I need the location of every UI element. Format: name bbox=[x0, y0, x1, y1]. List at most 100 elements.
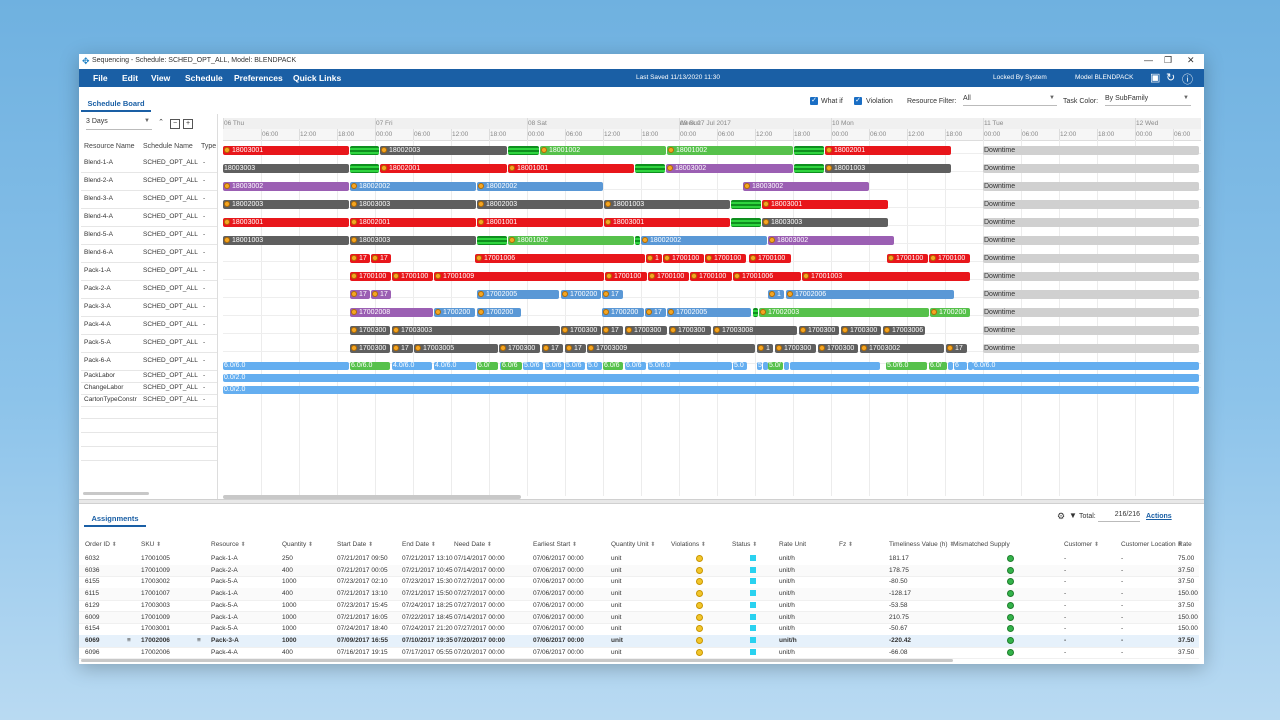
save-icon[interactable]: ▣ bbox=[1150, 72, 1161, 84]
task-bar[interactable]: 18003002 bbox=[666, 164, 793, 173]
task-bar[interactable]: 17003006 bbox=[883, 326, 925, 335]
task-bar[interactable]: 6.0/6.0 bbox=[223, 362, 349, 370]
column-header[interactable]: Status ⬍ bbox=[732, 541, 758, 548]
resource-row[interactable]: Blend-5-A SCHED_OPT_ALL - bbox=[81, 226, 217, 245]
task-bar[interactable]: 18003001 bbox=[223, 218, 349, 227]
sort-icon[interactable]: ⬍ bbox=[156, 542, 162, 548]
downtime-bar[interactable]: Downtime bbox=[983, 254, 1199, 263]
task-bar[interactable]: 1700100 bbox=[887, 254, 928, 263]
task-bar[interactable]: 18002002 bbox=[641, 236, 767, 245]
task-bar[interactable]: 18002003 bbox=[477, 200, 603, 209]
task-bar[interactable]: 5.0 bbox=[733, 362, 747, 370]
table-row[interactable]: 6096 17002006 Pack-4-A 400 07/16/2017 19:15 0… bbox=[79, 647, 1199, 660]
task-bar[interactable]: 18003001 bbox=[604, 218, 730, 227]
downtime-bar[interactable]: Downtime bbox=[983, 308, 1199, 317]
refresh-icon[interactable]: ↻ bbox=[1166, 72, 1176, 84]
task-bar[interactable]: 17003005 bbox=[414, 344, 498, 353]
task-bar[interactable]: 1700200 bbox=[930, 308, 970, 317]
task-bar[interactable]: 18002001 bbox=[350, 218, 476, 227]
resource-row[interactable]: Pack-6-A SCHED_OPT_ALL - bbox=[81, 352, 217, 371]
task-bar[interactable]: 17002008 bbox=[350, 308, 433, 317]
sort-icon[interactable]: ⬍ bbox=[650, 542, 656, 548]
table-row[interactable]: 6069 17002006 Pack-3-A 1000 07/09/2017 16:55… bbox=[79, 634, 1199, 648]
task-bar[interactable]: 1700200 bbox=[434, 308, 475, 317]
resource-row[interactable]: ChangeLabor SCHED_OPT_ALL - bbox=[81, 382, 217, 395]
task-bar[interactable]: 18003002 bbox=[223, 182, 349, 191]
task-bar[interactable]: 18001002 bbox=[540, 146, 666, 155]
task-bar[interactable]: 17 bbox=[542, 344, 563, 353]
close-button[interactable]: ✕ bbox=[1187, 55, 1195, 65]
column-header[interactable]: Rate bbox=[1178, 541, 1192, 548]
task-bar[interactable]: 1700100 bbox=[929, 254, 970, 263]
collapse-icon[interactable]: − bbox=[170, 119, 180, 129]
task-bar[interactable]: 5.0/6.0 bbox=[648, 362, 732, 370]
task-bar[interactable]: 5 bbox=[757, 362, 762, 370]
task-bar[interactable]: 1700300 bbox=[561, 326, 601, 335]
menu-edit[interactable]: Edit bbox=[122, 73, 139, 83]
help-icon[interactable]: ⓘ bbox=[1182, 74, 1193, 86]
task-bar[interactable]: 18002003 bbox=[380, 146, 507, 155]
task-bar[interactable]: 1700100 bbox=[663, 254, 704, 263]
header-schedule-name[interactable]: Schedule Name bbox=[143, 143, 193, 150]
task-bar[interactable]: 18003003 bbox=[350, 236, 476, 245]
table-row[interactable]: 6036 17001009 Pack-2-A 400 07/21/2017 00:05 0… bbox=[79, 564, 1199, 578]
column-header[interactable]: Timeliness Value (h) ⬍ bbox=[889, 541, 955, 548]
task-bar[interactable]: 17 bbox=[371, 290, 391, 299]
downtime-bar[interactable]: Downtime bbox=[983, 146, 1199, 155]
column-header[interactable]: Start Date ⬍ bbox=[337, 541, 374, 548]
task-bar[interactable]: 5.0/6 bbox=[565, 362, 585, 370]
task-bar[interactable]: 5.0/6 bbox=[523, 362, 543, 370]
menu-quick-links[interactable]: Quick Links bbox=[293, 73, 342, 83]
task-bar[interactable]: 1700100 bbox=[705, 254, 746, 263]
resource-row[interactable]: Blend-6-A SCHED_OPT_ALL - bbox=[81, 244, 217, 263]
task-bar[interactable]: 18001003 bbox=[604, 200, 730, 209]
task-bar[interactable]: 0.0/2.0 bbox=[223, 386, 1199, 394]
column-header[interactable]: Need Date ⬍ bbox=[454, 541, 492, 548]
task-bar[interactable]: 1700100 bbox=[690, 272, 732, 281]
setup-bar[interactable] bbox=[794, 146, 824, 155]
sort-icon[interactable]: ⬍ bbox=[240, 542, 246, 548]
task-bar[interactable]: 5.0 bbox=[587, 362, 602, 370]
task-bar[interactable]: 17003003 bbox=[392, 326, 560, 335]
collapse-all-icon[interactable]: ⌃ bbox=[158, 119, 164, 126]
setup-bar[interactable] bbox=[350, 146, 379, 155]
task-bar[interactable]: 18002002 bbox=[477, 182, 603, 191]
task-bar[interactable]: 18002002 bbox=[350, 182, 476, 191]
task-bar[interactable]: 17003002 bbox=[860, 344, 944, 353]
task-bar[interactable]: 17 bbox=[350, 254, 370, 263]
sort-icon[interactable]: ⬍ bbox=[1177, 542, 1183, 548]
sort-icon[interactable]: ⬍ bbox=[430, 542, 436, 548]
task-bar[interactable]: 18003001 bbox=[762, 200, 888, 209]
task-bar[interactable]: 1700300 bbox=[350, 326, 390, 335]
task-bar[interactable]: 1700300 bbox=[841, 326, 881, 335]
column-header[interactable]: Quantity Unit ⬍ bbox=[611, 541, 656, 548]
task-bar[interactable]: 18003002 bbox=[743, 182, 869, 191]
resource-filter-dropdown[interactable]: All ▼ bbox=[963, 95, 1057, 106]
gantt-scrollbar[interactable] bbox=[223, 495, 521, 499]
resource-row[interactable]: Blend-3-A SCHED_OPT_ALL - bbox=[81, 190, 217, 209]
menu-file[interactable]: File bbox=[93, 73, 108, 83]
task-bar[interactable] bbox=[948, 362, 953, 370]
menu-view[interactable]: View bbox=[151, 73, 171, 83]
range-select[interactable]: 3 Days ▼ bbox=[86, 118, 152, 130]
setup-bar[interactable] bbox=[731, 200, 761, 209]
task-bar[interactable]: 17002003 bbox=[759, 308, 929, 317]
task-bar[interactable]: 6.0/6 bbox=[603, 362, 623, 370]
column-header[interactable]: Resource ⬍ bbox=[211, 541, 246, 548]
task-bar[interactable]: 17001003 bbox=[802, 272, 970, 281]
row-handle-icon[interactable]: ≡ bbox=[127, 636, 131, 644]
downtime-bar[interactable]: Downtime bbox=[983, 182, 1199, 191]
setup-bar[interactable] bbox=[350, 164, 379, 173]
task-bar[interactable]: 17001006 bbox=[475, 254, 645, 263]
resource-row[interactable]: Blend-2-A SCHED_OPT_ALL - bbox=[81, 172, 217, 191]
task-bar[interactable]: 17003008 bbox=[713, 326, 797, 335]
downtime-bar[interactable]: Downtime bbox=[983, 344, 1199, 353]
task-bar[interactable]: 6.0/6.0 bbox=[973, 362, 1199, 370]
menu-preferences[interactable]: Preferences bbox=[234, 73, 283, 83]
left-scrollbar[interactable] bbox=[83, 492, 149, 495]
task-bar[interactable]: 1700100 bbox=[648, 272, 689, 281]
table-row[interactable]: 6009 17001009 Pack-1-A 1000 07/21/2017 16:05… bbox=[79, 611, 1199, 625]
task-bar[interactable]: 17 bbox=[392, 344, 413, 353]
task-bar[interactable]: 1700300 bbox=[669, 326, 711, 335]
task-bar[interactable]: 18002001 bbox=[380, 164, 507, 173]
